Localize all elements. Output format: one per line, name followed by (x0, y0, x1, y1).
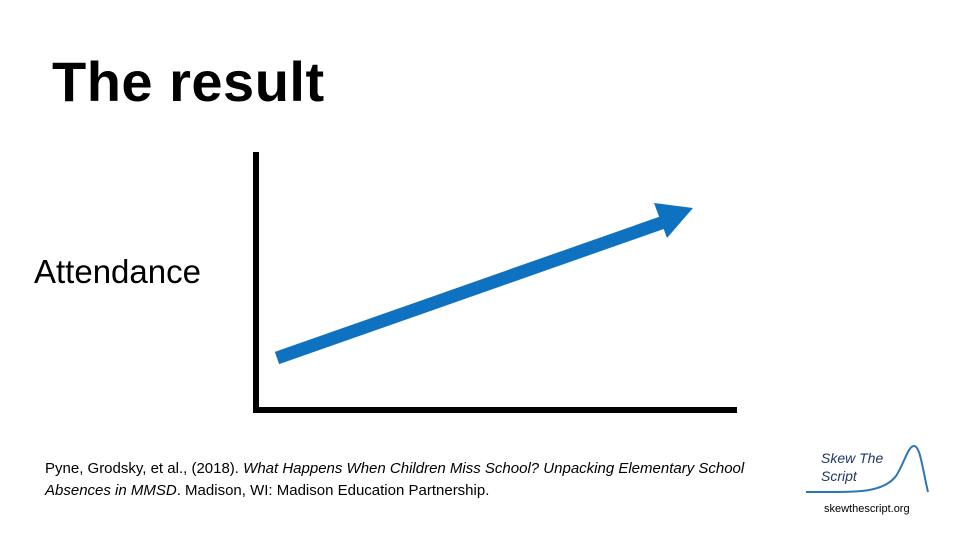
slide-title: The result (52, 50, 325, 113)
logo-name: Skew The Script (821, 450, 884, 484)
citation-authors: Pyne, Grodsky, et al., (2018). (45, 460, 244, 477)
skew-the-script-logo (806, 444, 929, 493)
trend-arrow-shaft (274, 215, 667, 365)
trend-arrow-head (654, 203, 693, 238)
citation-title: What Happens When Children Miss School? … (45, 460, 745, 499)
y-axis-label: Attendance (34, 253, 201, 290)
logo-url: skewthescript.org (824, 503, 910, 515)
citation: Pyne, Grodsky, et al., (2018). What Happ… (45, 458, 765, 502)
citation-publisher: . Madison, WI: Madison Education Partner… (176, 482, 490, 499)
logo-curve-icon (806, 444, 929, 493)
